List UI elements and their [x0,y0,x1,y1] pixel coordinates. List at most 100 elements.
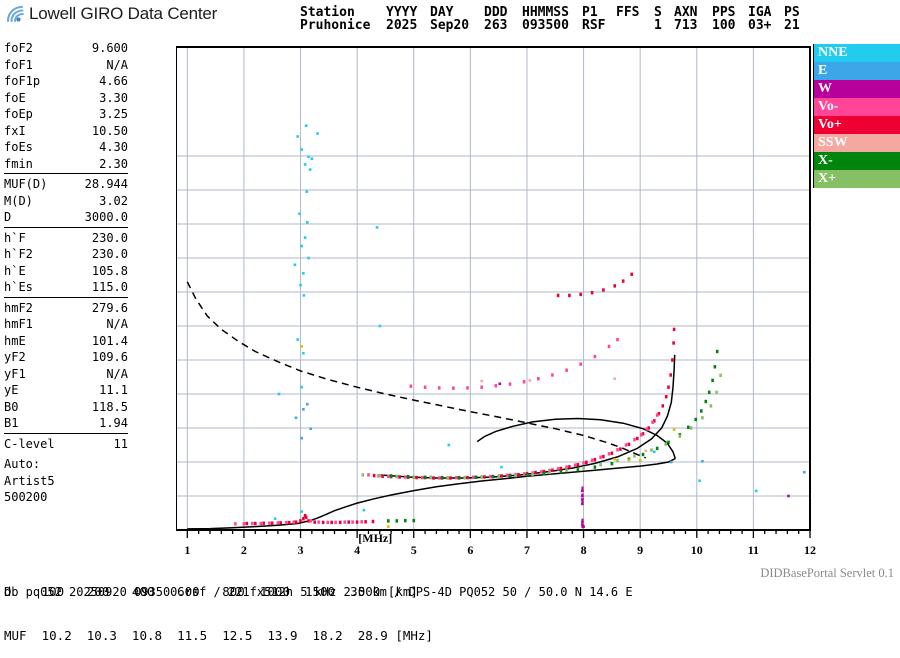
header-val-ps: 21 [784,18,800,33]
parameter-value: 230.0 [91,230,128,245]
svg-text:7: 7 [524,543,530,556]
header-col-s: S [654,5,662,20]
status-line: db pq052 20250920 093500.rsf / 221fx512h… [4,585,633,599]
parameter-name: B1 [4,416,19,430]
header-col-p1: P1 [582,5,598,20]
svg-text:10: 10 [691,543,703,556]
parameter-row-mufd: MUF(D) 28.944 [4,176,128,193]
legend-item-x[interactable]: X- [814,152,900,170]
parameter-row-hmf2: hmF2 279.6 [4,300,128,317]
parameter-value: 118.5 [91,399,128,414]
parameter-name: hmE [4,333,26,348]
svg-text:4: 4 [354,543,360,556]
parameter-name: h`E [4,263,26,278]
ionogram-svg: 8020030040050060070080090010001100120013… [140,46,816,557]
header-val-hhmmss: 093500 [522,18,569,33]
series-ssw-salmon-faint [480,377,648,453]
parameter-name: foE [4,90,26,105]
parameter-value: 3.30 [99,90,128,105]
curve-muf-d-curve-dashed- [186,281,647,459]
series-vo-o-mode-f2-spread- [367,413,659,480]
svg-text:5: 5 [411,543,417,556]
parameter-row-md: M(D) 3.02 [4,193,128,210]
header-col-station: Station [300,5,355,20]
legend-item-x[interactable]: X+ [814,170,900,188]
distance-scale-row: D 100 200 400 600 800 1000 1500 3000 [km… [4,584,418,599]
autoscaler-line: 500200 [4,490,48,504]
header-col-iga: IGA [748,5,772,20]
parameter-name: h`Es [4,280,33,294]
parameter-group: foF2 9.600 foF1 N/A foF1p 4.66 foE 3.30 foEp 3.25… [4,40,128,174]
parameter-name: MUF(D) [4,177,48,191]
wifi-arc-icon [6,4,28,24]
ionogram-plot: 8020030040050060070080090010001100120013… [140,41,900,560]
header-col-ddd: DDD [484,5,508,20]
parameter-value: 4.66 [99,74,128,88]
series-e-blue-noise [294,402,806,474]
legend-item-w[interactable]: W [814,80,900,98]
parameter-row-ye: yE 11.1 [4,382,128,399]
header-value-row: Pruhonice 2025 Sep20 263 093500 RSF 1 713 100 03+… [300,19,810,32]
parameter-name: D [4,210,12,224]
header-val-s: 1 [654,18,662,33]
header-val-axn: 713 [674,18,698,33]
legend-item-ssw[interactable]: SSW [814,134,900,152]
parameter-row-yf1: yF1 N/A [4,366,128,383]
parameter-row-fof1p: foF1p 4.66 [4,73,128,90]
parameter-value: 28.944 [84,177,128,191]
parameter-row-hf2: h`F2 230.0 [4,246,128,263]
series-vo-3rd-hop-f2-echo [556,272,633,298]
parameter-name: B0 [4,399,19,414]
parameter-row-hme: hmE 101.4 [4,333,128,350]
series-vo-2nd-hop-f2-echo-upper-branch- [409,337,619,390]
polarization-legend: NNE E W Vo- Vo+ SSW X- X+ [813,44,900,188]
curve-electron-density-profile-solid-n-h- [187,457,676,530]
parameter-value: 3.02 [99,193,128,208]
parameter-row-fxi: fxI 10.50 [4,123,128,140]
parameter-row-fof2: foF2 9.600 [4,40,128,57]
series-e-layer-spread-vo- [234,519,363,526]
legend-item-nne[interactable]: NNE [814,44,900,62]
header-val-p1: RSF [582,18,606,33]
header-col-hhmmss: HHMMSS [522,5,569,20]
parameter-name: foF1p [4,74,41,88]
svg-text:1: 1 [184,543,190,556]
header-val-day: Sep20 [430,18,470,33]
header-val-pps: 100 [712,18,736,33]
legend-item-e[interactable]: E [814,62,900,80]
legend-item-vo[interactable]: Vo+ [814,116,900,134]
series-e-es-layer-trace-o-mode- [245,513,375,526]
autoscaler-info: Auto: Artist5 500200 [4,456,128,506]
series-yellow-amber-scatter [300,345,676,528]
svg-text:3: 3 [298,543,304,556]
parameter-name: yF1 [4,366,26,381]
svg-text:[MHz]: [MHz] [358,531,392,545]
parameter-value: 10.50 [91,123,128,138]
parameter-row-fmin: fmin 2.30 [4,156,128,173]
svg-text:9: 9 [637,543,643,556]
header-col-ffs: FFS [616,5,640,20]
svg-text:6: 6 [467,543,473,556]
parameter-value: 3000.0 [84,210,128,224]
parameter-name: h`F [4,230,26,245]
parameter-name: C-level [4,436,55,451]
parameter-name: foF1 [4,57,33,72]
parameter-value: 101.4 [91,333,128,348]
parameter-row-fof1: foF1 N/A [4,57,128,74]
header-val-iga: 03+ [748,18,772,33]
autoscaler-line: Auto: [4,457,41,471]
parameter-name: foF2 [4,41,33,55]
series-vo-o-mode-f2-trace- [372,327,676,480]
header-val-ddd: 263 [484,18,508,33]
parameter-value: 115.0 [91,280,128,294]
parameter-row-foe: foE 3.30 [4,90,128,107]
header-col-day: DAY [430,5,454,20]
parameter-row-b0: B0 118.5 [4,399,128,416]
parameter-value: N/A [106,366,128,381]
header-col-yyyy: YYYY [386,5,418,20]
parameter-value: 279.6 [91,300,128,315]
header-column-row: Station YYYY DAY DDD HHMMSS P1 FFS S AXN PPS IGA PS [300,6,810,19]
series-x-x-mode-f2-upper- [361,373,722,480]
legend-item-vo[interactable]: Vo- [814,98,900,116]
header-col-axn: AXN [674,5,698,20]
